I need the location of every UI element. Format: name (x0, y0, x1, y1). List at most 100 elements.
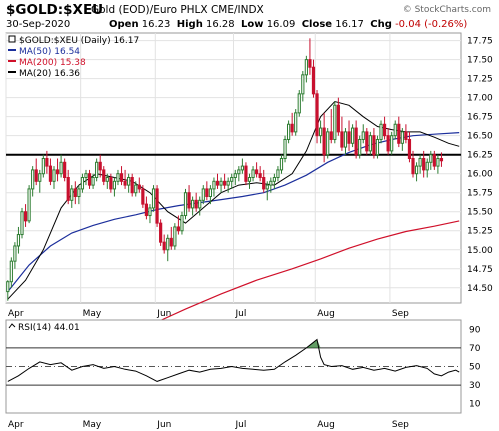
price-candle (439, 152, 444, 167)
month-label-bottom: Aug (317, 420, 335, 430)
candle-body (166, 237, 170, 251)
price-candle (141, 185, 145, 208)
price-candle (6, 280, 10, 301)
candle-body (27, 188, 31, 222)
price-candle (400, 128, 404, 151)
candle-body (173, 226, 177, 247)
price-candle (119, 166, 124, 186)
candle-body (315, 93, 319, 137)
price-candle (162, 234, 166, 254)
month-label-top: Jun (156, 309, 171, 319)
candle-body (191, 199, 195, 209)
candle-body (119, 173, 124, 182)
close-value: 16.17 (335, 19, 364, 30)
candle-body (390, 135, 394, 152)
price-candle (297, 90, 301, 117)
candle-body (233, 173, 237, 179)
low-value: 16.09 (266, 19, 296, 30)
price-candle (286, 120, 291, 144)
price-candle (247, 173, 252, 189)
price-candle (13, 242, 17, 269)
candle-body (347, 131, 351, 144)
price-candle (80, 173, 85, 193)
candle-body (151, 188, 156, 209)
candle-body (372, 135, 376, 156)
change-label: Chg (370, 19, 392, 30)
candle-body (358, 138, 362, 156)
candle-body (52, 169, 56, 182)
candle-body (127, 177, 131, 186)
candle-body (159, 222, 163, 243)
candle-body (141, 188, 145, 205)
price-candle (425, 158, 429, 178)
candle-body (343, 131, 348, 148)
candle-body (439, 157, 444, 162)
price-candle (230, 173, 234, 189)
candle-body (240, 165, 244, 171)
price-candle (205, 181, 209, 201)
candle-body (400, 131, 404, 144)
candle-body (6, 281, 10, 293)
rsi-tick-label: 70 (469, 344, 481, 354)
candle-body (219, 180, 223, 186)
candle-body (109, 177, 113, 190)
candle-body (308, 59, 312, 68)
candle-body (95, 161, 99, 179)
candle-body (80, 177, 85, 190)
high-label: High (176, 19, 203, 30)
price-candle (258, 166, 262, 182)
price-candle (55, 158, 60, 182)
candle-body (382, 123, 387, 137)
price-candle (269, 177, 273, 193)
candle-body (123, 180, 127, 186)
rsi-tick-label: 90 (469, 325, 481, 335)
candle-body (318, 127, 323, 137)
price-tick-label: 16.75 (467, 113, 493, 123)
price-tick-label: 14.50 (467, 284, 493, 294)
candle-body (194, 199, 198, 209)
high-value: 16.28 (206, 19, 235, 30)
price-candle (159, 219, 163, 246)
price-candle (283, 135, 287, 163)
candle-body (112, 180, 117, 190)
candle-body (251, 169, 255, 179)
price-candle (52, 166, 56, 189)
price-candle (201, 185, 205, 205)
candle-body (255, 169, 259, 175)
legend-price: $GOLD:$XEU (Daily) 16.17 (19, 36, 139, 46)
candle-body (365, 131, 369, 152)
price-candle (429, 150, 433, 170)
candle-body (436, 157, 440, 167)
candle-body (215, 180, 220, 186)
candle-body (361, 131, 365, 140)
price-candle (127, 173, 131, 193)
price-candle (91, 173, 95, 189)
copyright-notice: © StockCharts.com (402, 5, 491, 15)
price-candle (262, 169, 266, 193)
candle-body (333, 104, 337, 140)
price-tick-label: 17.50 (467, 56, 493, 66)
price-candle (251, 166, 255, 182)
candle-body (183, 192, 188, 217)
price-candle (194, 192, 198, 212)
price-candle (372, 128, 376, 159)
price-candle (84, 169, 88, 186)
price-candle (148, 204, 152, 224)
month-label-bottom: Apr (8, 420, 24, 430)
candle-body (258, 173, 262, 179)
candle-body (269, 180, 273, 186)
price-candle (244, 162, 248, 186)
price-candle (311, 59, 316, 98)
price-candle (365, 128, 369, 155)
candle-body (38, 173, 42, 182)
ma200-line (156, 220, 460, 323)
candle-body (169, 237, 173, 247)
candle-body (77, 188, 81, 198)
rsi-tick-label: 30 (469, 381, 481, 391)
legend-swatch-price (8, 35, 16, 43)
price-candle (70, 185, 74, 208)
candle-body (102, 169, 106, 182)
candle-body (180, 215, 184, 232)
candle-body (368, 135, 372, 152)
price-candle (418, 154, 422, 174)
